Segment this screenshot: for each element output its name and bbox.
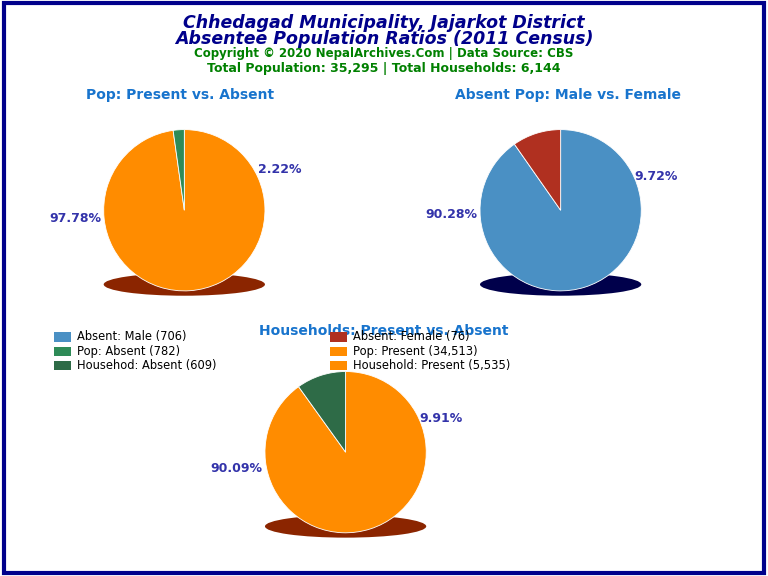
Text: 2.22%: 2.22%: [258, 164, 301, 176]
Text: Copyright © 2020 NepalArchives.Com | Data Source: CBS: Copyright © 2020 NepalArchives.Com | Dat…: [194, 47, 574, 60]
Ellipse shape: [265, 515, 426, 537]
Ellipse shape: [480, 273, 641, 295]
Ellipse shape: [104, 273, 265, 295]
Text: Households: Present vs. Absent: Households: Present vs. Absent: [260, 324, 508, 338]
Wedge shape: [299, 372, 346, 452]
Text: 9.91%: 9.91%: [419, 412, 462, 425]
Wedge shape: [515, 130, 561, 210]
Text: Absent Pop: Male vs. Female: Absent Pop: Male vs. Female: [455, 88, 681, 102]
Text: Absentee Population Ratios (2011 Census): Absentee Population Ratios (2011 Census): [175, 30, 593, 48]
Text: Absent: Female (76): Absent: Female (76): [353, 331, 470, 343]
Wedge shape: [173, 130, 184, 210]
Text: Pop: Present vs. Absent: Pop: Present vs. Absent: [87, 88, 274, 102]
Text: 9.72%: 9.72%: [634, 170, 677, 183]
Wedge shape: [104, 130, 265, 291]
Text: Pop: Present (34,513): Pop: Present (34,513): [353, 345, 478, 358]
Wedge shape: [265, 372, 426, 533]
Text: Pop: Absent (782): Pop: Absent (782): [77, 345, 180, 358]
Text: Chhedagad Municipality, Jajarkot District: Chhedagad Municipality, Jajarkot Distric…: [184, 14, 584, 32]
Text: Househod: Absent (609): Househod: Absent (609): [77, 359, 217, 372]
Text: Absent: Male (706): Absent: Male (706): [77, 331, 187, 343]
Text: Total Population: 35,295 | Total Households: 6,144: Total Population: 35,295 | Total Househo…: [207, 62, 561, 75]
Text: Household: Present (5,535): Household: Present (5,535): [353, 359, 511, 372]
Text: 97.78%: 97.78%: [49, 212, 101, 225]
Wedge shape: [480, 130, 641, 291]
Text: 90.28%: 90.28%: [425, 208, 478, 221]
Text: 90.09%: 90.09%: [210, 462, 263, 475]
